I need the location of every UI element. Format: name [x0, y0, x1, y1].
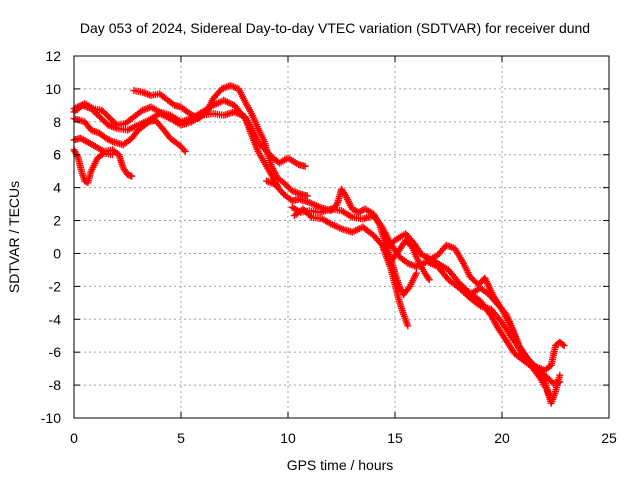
y-tick-label: -10 — [41, 410, 61, 426]
series-arc-13 — [468, 284, 553, 399]
x-tick-label: 15 — [387, 430, 403, 446]
series-arc-6 — [130, 82, 311, 200]
data-point — [303, 192, 311, 200]
y-tick-label: 4 — [53, 180, 61, 196]
data-point — [560, 342, 568, 350]
y-tick-label: -4 — [49, 311, 62, 327]
data-point — [412, 269, 420, 277]
data-point — [107, 137, 115, 145]
data-point — [351, 207, 359, 215]
y-tick-label: 12 — [45, 48, 61, 64]
y-tick-label: -6 — [49, 344, 62, 360]
grid — [74, 56, 609, 418]
data-point — [404, 322, 412, 330]
y-tick-label: 10 — [45, 81, 61, 97]
data-point — [556, 371, 564, 379]
data-point — [306, 212, 314, 220]
y-tick-label: 8 — [53, 114, 61, 130]
y-tick-label: 2 — [53, 213, 61, 229]
data-point — [545, 391, 553, 399]
data-point — [128, 172, 136, 180]
x-axis-label: GPS time / hours — [287, 457, 394, 473]
series-arc-1 — [70, 115, 189, 155]
data-point — [109, 151, 117, 159]
y-axis-ticks: 12 10 8 6 4 2 0 -2 -4 -6 -8 -10 — [41, 48, 609, 426]
data-point — [301, 162, 309, 170]
data-point — [559, 341, 567, 349]
y-tick-label: 0 — [53, 245, 61, 261]
y-axis-label: SDTVAR / TECUs — [6, 181, 22, 293]
series-arc-9 — [290, 205, 412, 330]
x-axis-ticks: 0 5 10 15 20 25 — [70, 56, 617, 446]
x-tick-label: 5 — [177, 430, 185, 446]
series-arc-5 — [70, 146, 117, 187]
x-tick-label: 20 — [494, 430, 510, 446]
series-arc-11 — [387, 236, 433, 284]
y-tick-label: -8 — [49, 377, 62, 393]
data-point — [181, 147, 189, 155]
y-tick-label: -2 — [49, 278, 62, 294]
x-tick-label: 25 — [601, 430, 617, 446]
data-point — [425, 276, 433, 284]
chart-title: Day 053 of 2024, Sidereal Day-to-day VTE… — [80, 20, 590, 36]
plot-frame — [73, 55, 610, 419]
data-point — [98, 150, 106, 158]
x-tick-label: 10 — [280, 430, 296, 446]
y-tick-label: 6 — [53, 147, 61, 163]
data-series — [70, 82, 568, 407]
x-tick-label: 0 — [70, 430, 78, 446]
